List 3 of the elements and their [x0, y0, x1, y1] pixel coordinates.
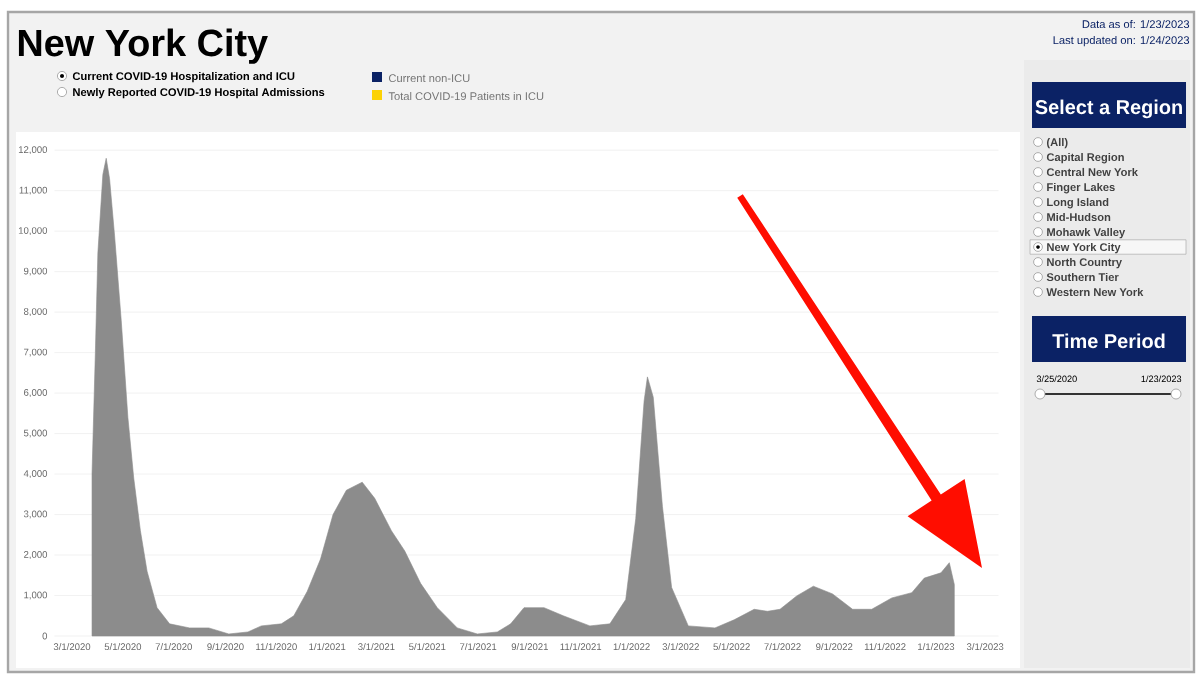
text: Time Period	[1052, 333, 1165, 349]
text: Select a Region	[1035, 99, 1182, 119]
chart-title: New York City	[18, 28, 268, 64]
